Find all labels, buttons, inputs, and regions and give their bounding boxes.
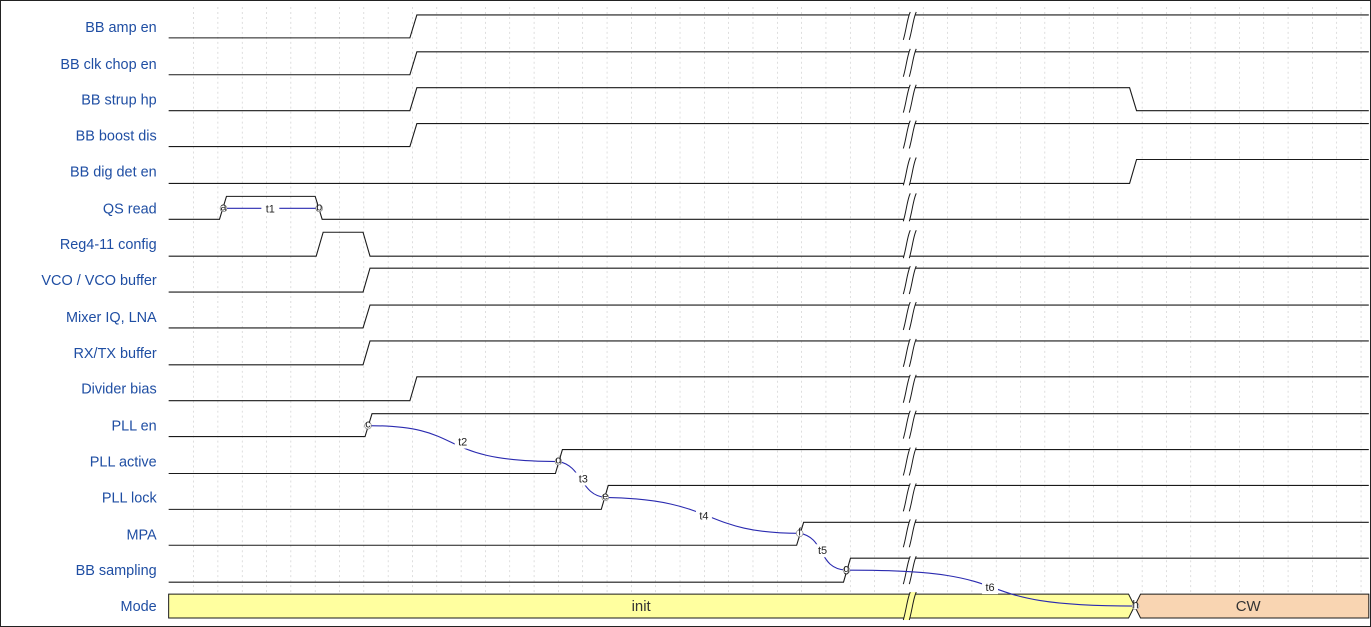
edge-label-t1: t1 <box>266 203 275 215</box>
signal-label-bb-strup-hp: BB strup hp <box>81 93 156 109</box>
wave-reg4-11-config <box>168 231 1369 257</box>
time-break-marker <box>902 11 917 41</box>
node-marker-g: g <box>842 563 851 575</box>
time-break-marker <box>902 193 917 222</box>
signal-label-bb-boost-dis: BB boost dis <box>76 129 157 145</box>
wave-bb-strup-hp <box>168 87 1369 112</box>
time-break-marker <box>902 230 917 259</box>
signal-label-bb-clk-chop-en: BB clk chop en <box>60 57 156 73</box>
wave-divider-bias <box>168 376 1369 402</box>
node-marker-e: e <box>601 490 609 502</box>
signal-label-vco-buffer: VCO / VCO buffer <box>41 273 156 289</box>
signal-label-mpa: MPA <box>126 527 157 543</box>
edge-label-t4: t4 <box>699 510 708 522</box>
wave-bb-sampling <box>168 557 1369 583</box>
svg-text:b: b <box>316 201 322 213</box>
wave-qs-read <box>168 195 1369 220</box>
svg-text:c: c <box>365 419 371 431</box>
signal-labels: BB amp en BB clk chop en BB strup hp BB … <box>41 20 157 615</box>
time-break-marker <box>902 301 917 331</box>
node-marker-a: a <box>219 201 227 213</box>
wave-vco-buffer <box>168 267 1369 293</box>
time-break-marker <box>902 447 917 476</box>
edge-labels: t1 t2 t3 t4 t5 t6 <box>261 201 998 594</box>
edge-arrow-t2 <box>368 425 559 463</box>
time-break-marker <box>902 120 917 149</box>
time-break-marker <box>902 591 917 621</box>
time-break-marker <box>902 410 917 439</box>
time-break-marker <box>902 483 917 512</box>
signal-label-rx-tx-buffer: RX/TX buffer <box>74 346 157 362</box>
edge-label-t6: t6 <box>985 582 994 594</box>
waveforms <box>168 14 1369 583</box>
grid-lines <box>193 6 1362 620</box>
signal-label-bb-dig-det-en: BB dig det en <box>70 164 157 180</box>
time-break-marker <box>902 265 917 295</box>
svg-text:e: e <box>602 490 608 502</box>
svg-text:f: f <box>798 526 802 538</box>
node-marker-h: h <box>1131 599 1140 611</box>
node-marker-d: d <box>554 455 563 467</box>
wave-bb-amp-en <box>168 14 1369 39</box>
wave-mpa <box>168 521 1369 546</box>
wave-bb-boost-dis <box>168 123 1369 148</box>
wave-pll-lock <box>168 484 1369 510</box>
edge-label-t5: t5 <box>818 545 827 557</box>
svg-text:g: g <box>843 563 849 575</box>
mode-label-init: init <box>632 598 652 615</box>
mode-label-cw: CW <box>1236 598 1262 615</box>
edge-label-t3: t3 <box>579 473 588 485</box>
node-marker-c: c <box>364 419 372 431</box>
time-break-marker <box>902 338 917 367</box>
time-break-marker <box>902 84 917 113</box>
signal-label-pll-lock: PLL lock <box>102 490 158 506</box>
signal-label-pll-active: PLL active <box>90 455 157 471</box>
node-markers: a b c d e f g h <box>219 201 1140 611</box>
wave-bb-dig-det-en <box>168 158 1369 184</box>
node-marker-f: f <box>795 526 804 538</box>
signal-label-divider-bias: Divider bias <box>81 382 156 398</box>
mode-state-init <box>168 593 1136 619</box>
node-marker-b: b <box>315 201 323 213</box>
time-break-marker <box>902 519 917 548</box>
signal-label-bb-amp-en: BB amp en <box>85 20 156 36</box>
signal-label-reg4-11-config: Reg4-11 config <box>60 237 157 253</box>
signal-label-qs-read: QS read <box>103 201 157 217</box>
wave-mixer-iq-lna <box>168 304 1369 329</box>
svg-text:a: a <box>220 201 227 213</box>
mode-bus: init CW <box>168 593 1370 619</box>
wave-pll-active <box>168 449 1369 475</box>
svg-text:d: d <box>555 455 561 467</box>
svg-text:h: h <box>1133 599 1139 611</box>
signal-label-mixer-iq-lna: Mixer IQ, LNA <box>66 310 157 326</box>
signal-label-mode: Mode <box>121 599 157 615</box>
wave-bb-clk-chop-en <box>168 51 1369 76</box>
time-break-markers <box>902 11 917 621</box>
edge-label-t2: t2 <box>458 437 467 449</box>
signal-label-pll-en: PLL en <box>111 419 156 435</box>
wave-rx-tx-buffer <box>168 340 1369 366</box>
signal-label-bb-sampling: BB sampling <box>76 563 157 579</box>
time-break-marker <box>902 157 917 186</box>
time-break-marker <box>902 48 917 77</box>
time-break-marker <box>902 374 917 403</box>
wave-pll-en <box>168 413 1369 438</box>
time-break-marker <box>902 556 917 585</box>
